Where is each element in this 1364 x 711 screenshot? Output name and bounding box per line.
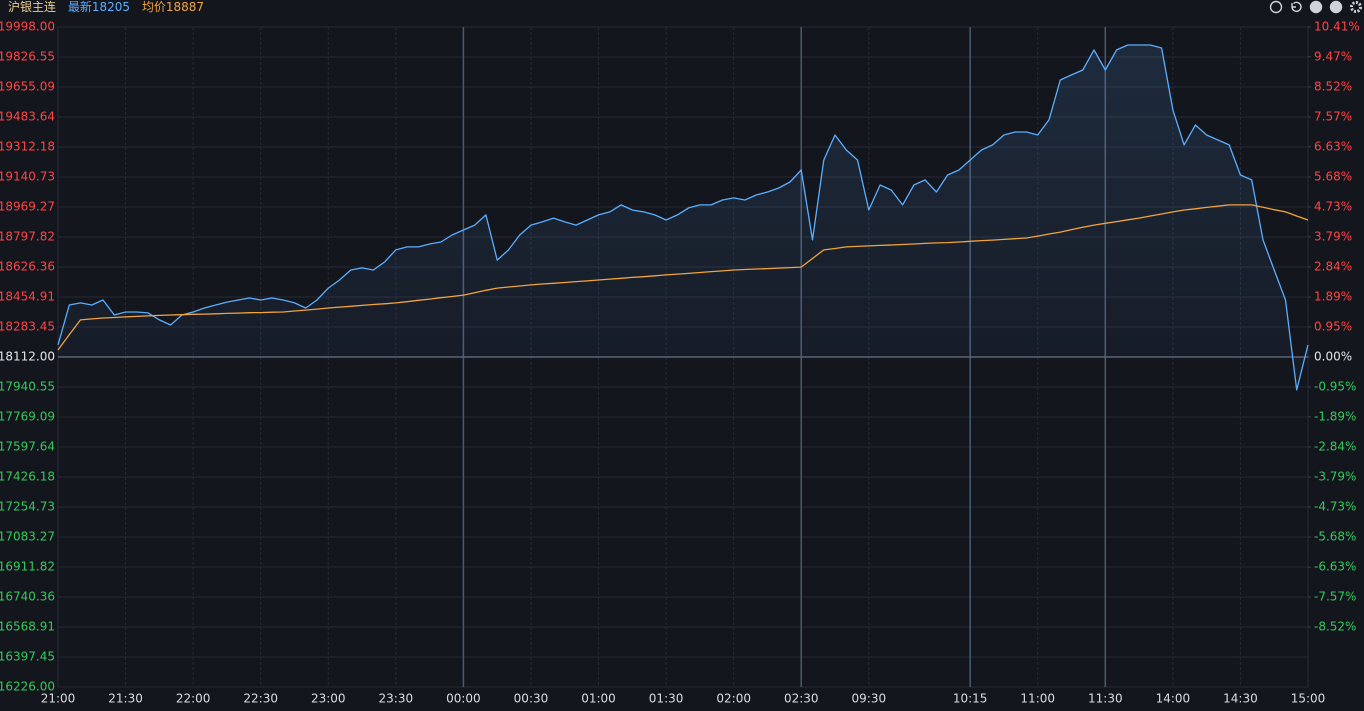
y2-tick-label: -5.68%	[1314, 530, 1356, 544]
y-tick-label: 16740.36	[0, 590, 55, 604]
y-tick-label: 16226.00	[0, 680, 55, 694]
x-tick-label: 11:00	[1020, 692, 1055, 706]
y2-tick-label: 5.68%	[1314, 169, 1352, 183]
x-tick-label: 00:00	[446, 692, 481, 706]
y-tick-label: 17254.73	[0, 499, 55, 513]
y-tick-label: 18797.82	[0, 229, 55, 243]
icon-currency[interactable]	[1269, 0, 1283, 14]
y2-tick-label: 3.79%	[1314, 229, 1352, 243]
area	[58, 45, 1308, 390]
line	[57, 44, 1309, 391]
x-tick-label: 14:00	[1156, 692, 1191, 706]
y2-tick-label: 0.00%	[1314, 350, 1352, 364]
y-tick-label: 17426.18	[0, 470, 55, 484]
y-tick-label: 19483.64	[0, 109, 55, 123]
y2-tick-label: -6.63%	[1314, 560, 1356, 574]
icon-undo[interactable]	[1291, 1, 1302, 13]
y2-tick-label: -7.57%	[1314, 589, 1356, 603]
y-tick-label: 18969.27	[0, 200, 55, 214]
x-tick-label: 23:30	[379, 692, 414, 706]
x-tick-label: 15:00	[1291, 692, 1326, 706]
y-tick-label: 18112.00	[0, 350, 55, 364]
y-tick-label: 16568.91	[0, 619, 55, 633]
y2-tick-label: 8.52%	[1314, 79, 1352, 93]
icon-settings[interactable]	[1350, 1, 1362, 13]
x-tick-label: 10:15	[953, 692, 988, 706]
y-tick-label: 17940.55	[0, 379, 55, 393]
legend-name: 最新	[68, 0, 92, 14]
y2-tick-label: 7.57%	[1314, 110, 1352, 124]
icon-zoom-out[interactable]	[1329, 0, 1343, 14]
y2-tick-label: 0.95%	[1314, 319, 1352, 333]
y2-tick-label: 4.73%	[1314, 200, 1352, 214]
x-tick-label: 14:30	[1223, 692, 1258, 706]
icon-zoom-in[interactable]	[1309, 0, 1323, 14]
y2-tick-label: 2.84%	[1314, 259, 1352, 273]
x-tick-label: 21:00	[41, 692, 76, 706]
x-tick-label: 22:30	[243, 692, 278, 706]
y2-tick-label: -1.89%	[1314, 409, 1356, 423]
x-tick-label: 11:30	[1088, 692, 1123, 706]
header: 沪银主连 最新18205 均价18887	[8, 0, 204, 14]
y-tick-label: 17083.27	[0, 530, 55, 544]
y2-tick-label: 6.63%	[1314, 139, 1352, 153]
legend-value: 18205	[92, 0, 130, 14]
x-tick-label: 02:30	[784, 692, 819, 706]
x-tick-label: 00:30	[514, 692, 549, 706]
y2-tick-label: -2.84%	[1314, 440, 1356, 454]
y-tick-label: 18454.91	[0, 289, 55, 303]
legend-value: 18887	[166, 0, 204, 14]
y2-tick-label: -3.79%	[1314, 470, 1356, 484]
y2-tick-label: -4.73%	[1314, 499, 1356, 513]
x-tick-label: 21:30	[108, 692, 143, 706]
x-tick-label: 01:00	[581, 692, 616, 706]
y-tick-label: 16911.82	[0, 559, 55, 573]
y2-tick-label: 10.41%	[1314, 20, 1360, 34]
x-tick-label: 22:00	[176, 692, 211, 706]
y-tick-label: 18283.45	[0, 320, 55, 334]
y-tick-label: 19998.00	[0, 20, 55, 34]
y2-tick-label: 1.89%	[1314, 290, 1352, 304]
y-tick-label: 19655.09	[0, 80, 55, 94]
line	[57, 204, 1309, 351]
y-tick-label: 18626.36	[0, 260, 55, 274]
chart-title: 沪银主连	[8, 0, 56, 14]
legend-name: 均价	[142, 0, 166, 14]
x-tick-label: 23:00	[311, 692, 346, 706]
x-tick-label: 02:00	[716, 692, 751, 706]
x-tick-label: 01:30	[649, 692, 684, 706]
y2-tick-label: -8.52%	[1314, 620, 1356, 634]
toolbar	[1269, 0, 1362, 14]
y2-tick-label: 9.47%	[1314, 49, 1352, 63]
y-tick-label: 16397.45	[0, 650, 55, 664]
y-tick-label: 19140.73	[0, 169, 55, 183]
y-tick-label: 19312.18	[0, 140, 55, 154]
x-tick-label: 09:30	[852, 692, 887, 706]
y-tick-label: 19826.55	[0, 49, 55, 63]
y-tick-label: 17597.64	[0, 439, 55, 453]
y-tick-label: 17769.09	[0, 410, 55, 424]
y2-tick-label: -0.95%	[1314, 380, 1356, 394]
